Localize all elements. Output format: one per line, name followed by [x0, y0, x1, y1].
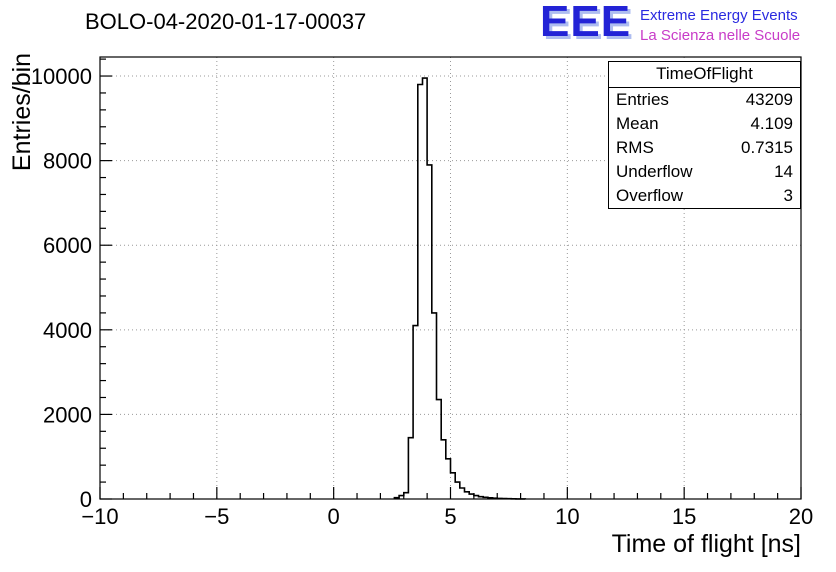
- stats-value: 4.109: [750, 114, 793, 133]
- stats-value: 3: [783, 186, 793, 205]
- x-axis-title: Time of flight [ns]: [612, 530, 801, 558]
- stats-label: RMS: [616, 138, 654, 157]
- stats-row: Entries 43209: [609, 88, 800, 112]
- y-tick-label: 8000: [43, 149, 92, 174]
- y-tick-label: 10000: [31, 64, 92, 89]
- stats-label: Underflow: [616, 162, 693, 181]
- y-tick-label: 0: [80, 487, 92, 512]
- stats-label: Entries: [616, 90, 669, 109]
- stats-value: 43209: [745, 90, 793, 109]
- eee-logo-line2: La Scienza nelle Scuole: [640, 26, 801, 44]
- stats-row: Overflow 3: [609, 184, 800, 208]
- x-tick-label: −5: [204, 504, 229, 529]
- y-tick-label: 4000: [43, 318, 92, 343]
- stats-row: Underflow 14: [609, 160, 800, 184]
- stats-label: Mean: [616, 114, 659, 133]
- x-tick-label: 5: [444, 504, 456, 529]
- stats-value: 0.7315: [741, 138, 793, 157]
- stats-label: Overflow: [616, 186, 684, 205]
- eee-logo-acronym: EEE: [540, 0, 632, 46]
- stats-value: 14: [774, 162, 793, 181]
- eee-logo-line1: Extreme Energy Events: [640, 7, 798, 24]
- x-tick-label: −10: [81, 504, 118, 529]
- stats-row: RMS 0.7315: [609, 136, 800, 160]
- y-axis-title: Entries/bin: [8, 53, 36, 171]
- eee-logo: EEE Extreme Energy Events La Scienza nel…: [540, 0, 800, 46]
- histogram-line: [393, 77, 527, 500]
- stats-row: Mean 4.109: [609, 112, 800, 136]
- x-tick-label: 20: [789, 504, 813, 529]
- stats-box-title: TimeOfFlight: [609, 62, 800, 88]
- page-title: BOLO-04-2020-01-17-00037: [85, 9, 367, 34]
- x-tick-label: 15: [672, 504, 696, 529]
- y-tick-label: 2000: [43, 402, 92, 427]
- stats-box: TimeOfFlight Entries 43209 Mean 4.109 RM…: [608, 61, 801, 209]
- eee-logo-text: Extreme Energy Events La Scienza nelle S…: [640, 2, 800, 45]
- y-tick-label: 6000: [43, 233, 92, 258]
- x-tick-label: 0: [328, 504, 340, 529]
- x-tick-label: 10: [555, 504, 579, 529]
